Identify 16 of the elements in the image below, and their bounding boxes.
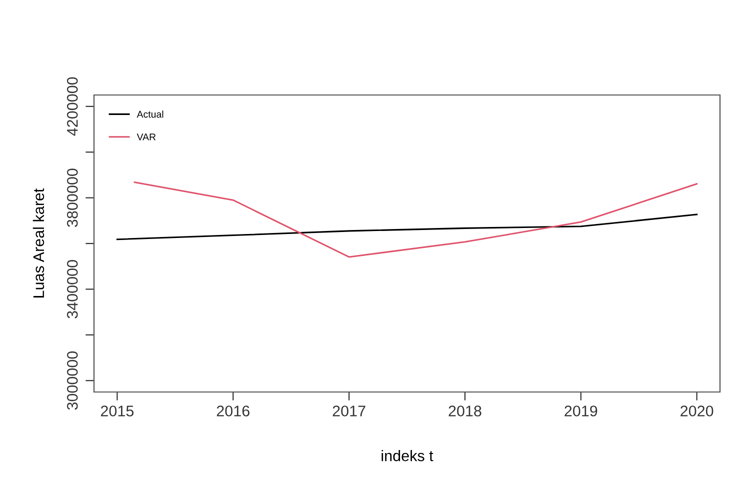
y-tick-label: 4200000 <box>66 77 78 136</box>
y-tick-label: 3800000 <box>66 168 78 227</box>
y-tick-label: 3000000 <box>66 351 78 410</box>
x-tick-label: 2019 <box>564 406 598 416</box>
x-tick-label: 2017 <box>332 406 366 416</box>
legend-label: VAR <box>136 134 156 140</box>
y-axis-title: Luas Areal karet <box>32 188 44 298</box>
x-tick-label: 2015 <box>100 406 134 416</box>
x-tick-label: 2020 <box>680 406 714 416</box>
legend-label: Actual <box>136 110 164 118</box>
line-series <box>134 182 698 258</box>
x-tick-label: 2018 <box>448 406 482 416</box>
y-tick-label: 3400000 <box>66 260 78 318</box>
x-tick-label: 2016 <box>216 406 250 416</box>
line-series <box>116 214 698 240</box>
x-axis-title: indeks t <box>382 450 434 462</box>
